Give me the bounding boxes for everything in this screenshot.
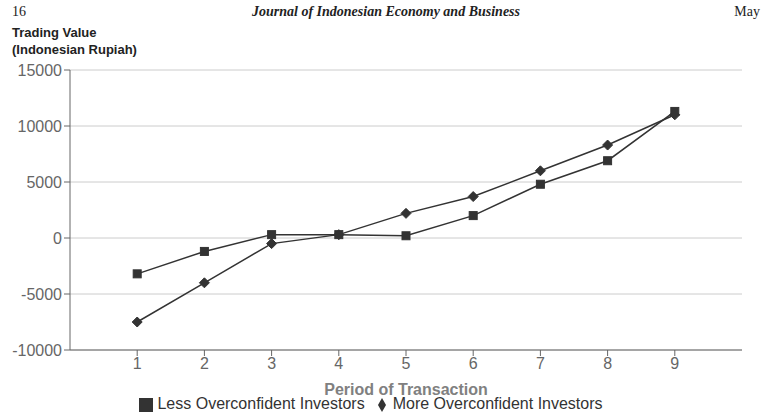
svg-text:9: 9 <box>670 355 679 372</box>
svg-text:-10000: -10000 <box>12 342 62 359</box>
html-text:May: May <box>734 4 760 19</box>
html-text:More Overconfident Investors: More Overconfident Investors <box>392 395 603 412</box>
svg-text:7: 7 <box>536 355 545 372</box>
html-text:16: 16 <box>12 4 26 19</box>
html-text:Trading Value: Trading Value <box>12 25 97 40</box>
svg-text:2: 2 <box>200 355 209 372</box>
svg-text:3: 3 <box>267 355 276 372</box>
html-text:(Indonesian Rupiah): (Indonesian Rupiah) <box>12 42 137 57</box>
svg-text:Period of Transaction: Period of Transaction <box>324 381 488 398</box>
svg-text:6: 6 <box>469 355 478 372</box>
svg-text:-5000: -5000 <box>21 286 62 303</box>
svg-text:15000: 15000 <box>18 62 63 79</box>
svg-text:5: 5 <box>402 355 411 372</box>
svg-text:8: 8 <box>603 355 612 372</box>
svg-text:10000: 10000 <box>18 118 63 135</box>
svg-text:4: 4 <box>334 355 343 372</box>
svg-text:1: 1 <box>133 355 142 372</box>
html-text:Less Overconfident Investors: Less Overconfident Investors <box>157 395 365 412</box>
html-text:Journal of Indonesian Economy: Journal of Indonesian Economy and Busine… <box>252 4 520 19</box>
svg-text:5000: 5000 <box>26 174 62 191</box>
svg-text:0: 0 <box>53 230 62 247</box>
